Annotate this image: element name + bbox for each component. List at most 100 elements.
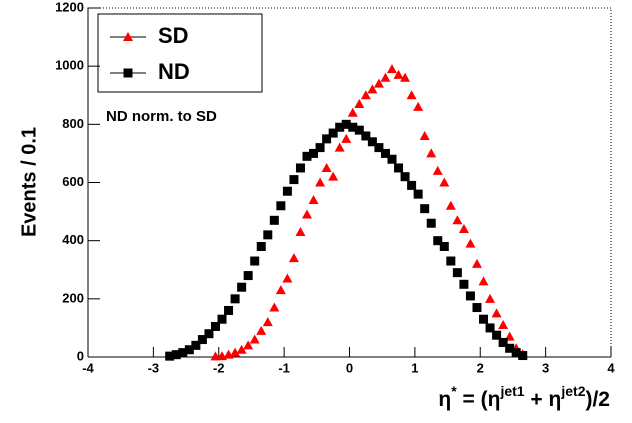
- data-point: [498, 337, 508, 347]
- data-point: [289, 175, 299, 185]
- x-tick-label: 1: [411, 360, 418, 375]
- x-label-sup: jet1: [499, 383, 524, 399]
- y-tick-label: 1200: [55, 0, 84, 14]
- data-point: [224, 305, 234, 315]
- data-point: [400, 172, 410, 182]
- x-tick-label: -4: [82, 360, 94, 375]
- data-point: [361, 131, 371, 141]
- data-point: [197, 335, 207, 345]
- y-tick-label: 600: [62, 174, 84, 189]
- data-point: [420, 204, 430, 214]
- data-point: [243, 271, 253, 281]
- x-tick-label: 2: [477, 360, 484, 375]
- legend-marker: [123, 32, 133, 41]
- data-point: [321, 162, 332, 172]
- data-point: [210, 351, 221, 361]
- data-point: [432, 165, 443, 175]
- data-point: [249, 334, 260, 344]
- legend-label: ND: [158, 59, 190, 84]
- data-point: [295, 163, 305, 173]
- data-point: [426, 218, 436, 228]
- data-point: [471, 258, 482, 268]
- x-axis-label: η* = (ηjet1 + ηjet2)/2: [438, 383, 610, 411]
- data-point: [492, 330, 502, 340]
- x-tick-label: 3: [542, 360, 549, 375]
- x-tick-label: 4: [607, 360, 615, 375]
- data-point: [407, 180, 417, 190]
- data-point: [217, 314, 227, 324]
- data-point: [308, 194, 319, 204]
- data-point: [400, 72, 411, 82]
- data-point: [465, 238, 476, 248]
- data-point: [250, 256, 260, 266]
- data-point: [328, 128, 338, 138]
- data-point: [433, 236, 443, 246]
- data-point: [334, 142, 345, 152]
- data-point: [491, 308, 502, 318]
- data-point: [367, 84, 378, 94]
- data-point: [275, 285, 286, 295]
- data-point: [354, 98, 365, 108]
- data-point: [485, 323, 495, 333]
- data-point: [406, 90, 417, 100]
- data-point: [328, 171, 339, 181]
- x-tick-label: 0: [346, 360, 353, 375]
- data-point: [210, 321, 220, 331]
- data-point: [302, 209, 313, 219]
- data-point: [309, 148, 319, 158]
- data-point: [445, 200, 456, 210]
- x-tick-label: -3: [148, 360, 160, 375]
- data-point: [373, 78, 384, 88]
- data-point: [322, 134, 332, 144]
- data-point: [302, 151, 312, 161]
- data-point: [413, 101, 424, 111]
- data-point: [393, 69, 404, 79]
- x-label-sup: jet2: [560, 383, 585, 399]
- data-point: [341, 119, 351, 129]
- x-label-part: η: [438, 388, 451, 411]
- data-point: [485, 293, 496, 303]
- data-point: [230, 347, 241, 357]
- data-point: [276, 201, 286, 211]
- x-label-part: = (η: [457, 388, 501, 411]
- data-point: [282, 186, 292, 196]
- data-point: [459, 279, 469, 289]
- y-axis-label: Events / 0.1: [18, 127, 40, 237]
- data-point: [386, 64, 397, 74]
- data-point: [439, 241, 449, 251]
- data-point: [269, 302, 280, 312]
- data-point: [426, 148, 437, 158]
- data-point: [360, 90, 371, 100]
- y-tick-label: 0: [77, 348, 84, 363]
- x-label-sup: *: [451, 383, 457, 399]
- x-tick-label: -1: [278, 360, 290, 375]
- data-point: [446, 256, 456, 266]
- data-point: [282, 273, 293, 283]
- data-point: [479, 314, 489, 324]
- annotation: ND norm. to SD: [106, 108, 217, 125]
- x-label-part: + η: [525, 388, 562, 411]
- legend: [97, 13, 263, 93]
- data-point: [288, 253, 299, 263]
- data-point: [335, 122, 345, 132]
- data-point: [367, 137, 377, 147]
- data-point: [256, 325, 267, 335]
- y-tick-label: 400: [62, 232, 84, 247]
- y-tick-label: 200: [62, 290, 84, 305]
- data-point: [348, 122, 358, 132]
- data-point: [263, 230, 273, 240]
- x-tick-label: -2: [213, 360, 225, 375]
- data-point: [295, 226, 306, 236]
- y-tick-label: 800: [62, 116, 84, 131]
- data-point: [472, 303, 482, 313]
- data-point: [505, 343, 515, 353]
- data-point: [204, 329, 214, 339]
- legend-marker: [123, 68, 133, 78]
- data-point: [387, 154, 397, 164]
- data-point: [237, 282, 247, 292]
- data-point: [230, 294, 240, 304]
- data-point: [165, 351, 175, 361]
- data-point: [394, 163, 404, 173]
- data-point: [354, 125, 364, 135]
